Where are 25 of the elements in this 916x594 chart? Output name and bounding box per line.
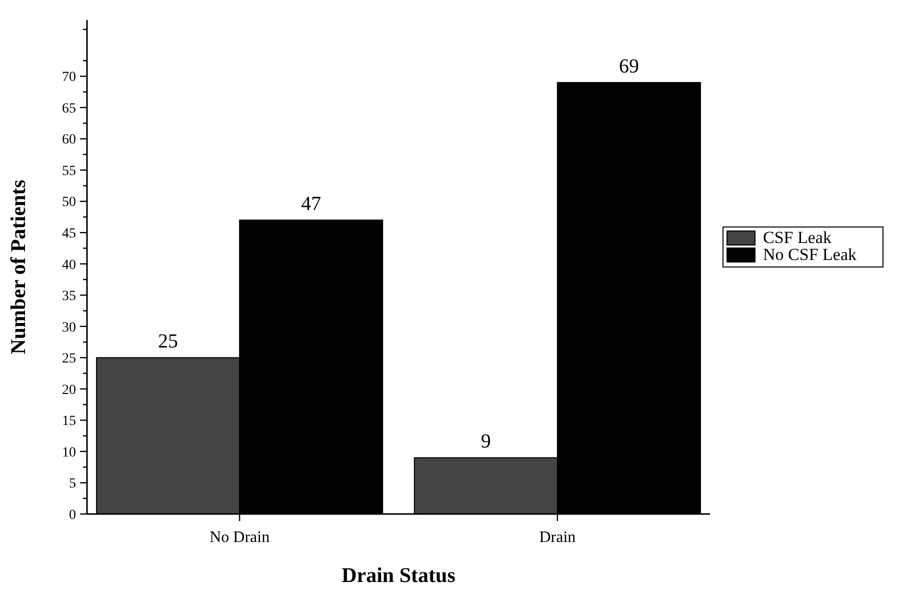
x-tick-label: No Drain [210, 529, 270, 546]
y-tick-label: 25 [62, 352, 76, 367]
y-tick-label: 40 [62, 258, 76, 273]
y-axis-title: Number of Patients [6, 180, 30, 354]
y-tick-label: 0 [69, 508, 76, 523]
x-axis-title: Drain Status [342, 563, 456, 587]
y-tick-label: 35 [62, 289, 76, 304]
y-tick-label: 65 [62, 101, 76, 116]
y-tick-label: 5 [69, 476, 76, 492]
y-tick-label: 60 [62, 132, 76, 148]
legend-label: CSF Leak [763, 228, 832, 247]
data-label: 47 [301, 193, 322, 216]
y-tick-label: 10 [62, 445, 76, 460]
data-label: 69 [618, 56, 639, 78]
data-label: 25 [158, 330, 178, 353]
y-tick-label: 45 [62, 226, 76, 242]
y-tick-label: 55 [62, 164, 76, 179]
y-tick-label: 50 [62, 195, 76, 210]
x-tick-label: Drain [539, 529, 576, 546]
y-tick-label: 70 [62, 70, 76, 86]
y-tick-label: 30 [62, 320, 76, 336]
y-tick-label: 15 [62, 414, 76, 430]
legend-label: No CSF Leak [763, 245, 857, 264]
data-label: 9 [480, 430, 491, 453]
y-tick-label: 20 [62, 382, 76, 398]
